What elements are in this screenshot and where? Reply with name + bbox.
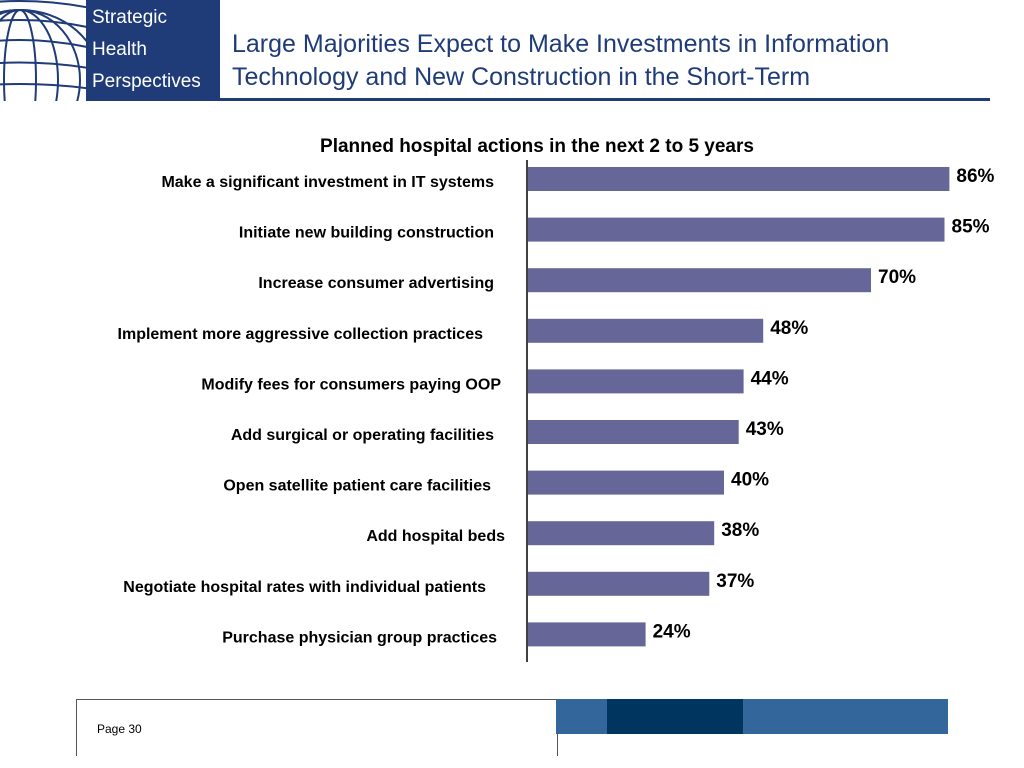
category-label: Modify fees for consumers paying OOP: [201, 376, 501, 393]
data-label: 48%: [770, 318, 808, 339]
footer-color-block: [607, 699, 743, 734]
footer-color-block: [556, 699, 607, 734]
bar-chart: Planned hospital actions in the next 2 t…: [118, 136, 995, 662]
data-label: 70%: [878, 267, 916, 288]
bar: [528, 217, 945, 242]
globe-logo-icon: [0, 0, 86, 101]
category-label: Make a significant investment in IT syst…: [161, 174, 494, 191]
bar: [528, 167, 950, 191]
page-number: Page 30: [97, 722, 142, 736]
data-label: 40%: [731, 470, 769, 491]
title-divider: [220, 98, 990, 101]
slide-title-line: Technology and New Construction in the S…: [232, 63, 811, 91]
logo-text-line: Strategic: [92, 7, 167, 28]
category-label: Initiate new building construction: [239, 225, 494, 242]
category-label: Negotiate hospital rates with individual…: [123, 579, 486, 596]
category-label: Add hospital beds: [366, 528, 505, 545]
category-label: Implement more aggressive collection pra…: [118, 326, 484, 343]
data-label: 86%: [956, 166, 994, 187]
category-label: Add surgical or operating facilities: [231, 427, 494, 444]
category-label: Increase consumer advertising: [258, 275, 494, 292]
chart-title: Planned hospital actions in the next 2 t…: [320, 136, 754, 157]
category-label: Purchase physician group practices: [222, 629, 497, 646]
bar: [528, 268, 871, 293]
logo: Strategic Health Perspectives: [0, 0, 220, 101]
bar: [528, 470, 724, 495]
footer-frame: [76, 699, 558, 756]
data-label: 24%: [653, 621, 691, 642]
logo-text-line: Perspectives: [92, 71, 201, 92]
bar: [528, 318, 764, 343]
bar: [528, 571, 710, 596]
category-label: Open satellite patient care facilities: [223, 478, 491, 495]
logo-text-line: Health: [92, 39, 147, 60]
slide-title-line: Large Majorities Expect to Make Investme…: [232, 30, 890, 58]
bar: [528, 622, 646, 647]
footer-color-block: [743, 699, 948, 734]
data-label: 43%: [746, 419, 784, 440]
slide-title: Large Majorities Expect to Make Investme…: [232, 28, 1002, 94]
bar: [528, 521, 715, 546]
bar: [528, 420, 739, 444]
data-label: 37%: [716, 571, 754, 592]
data-label: 44%: [751, 368, 789, 389]
data-label: 85%: [952, 217, 990, 238]
bar: [528, 369, 744, 394]
data-label: 38%: [721, 520, 759, 541]
